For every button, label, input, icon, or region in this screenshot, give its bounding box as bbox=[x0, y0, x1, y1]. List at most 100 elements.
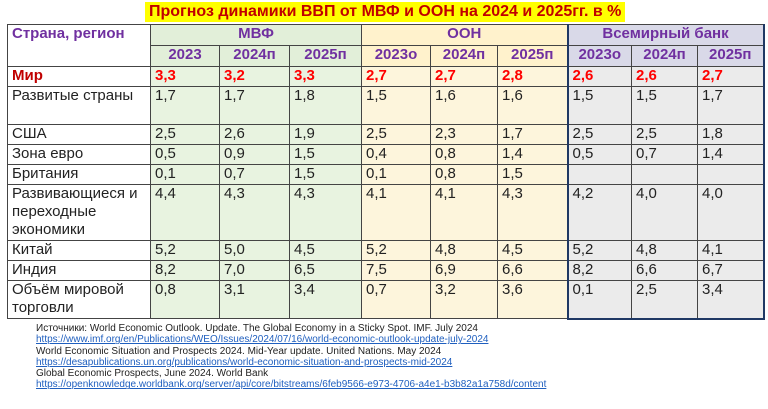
source-text: World Economic Situation and Prospects 2… bbox=[36, 345, 442, 357]
value-cell: 1,7 bbox=[219, 86, 290, 125]
value-cell: 4,8 bbox=[631, 240, 698, 261]
source-link[interactable]: https://openknowledge.worldbank.org/serv… bbox=[36, 379, 547, 391]
value-cell: 4,0 bbox=[631, 184, 698, 241]
value-cell: 4,3 bbox=[289, 184, 362, 241]
value-cell: 0,8 bbox=[430, 144, 498, 165]
value-cell: 6,6 bbox=[497, 260, 568, 281]
year-header: 2023о bbox=[566, 45, 632, 67]
value-cell: 8,2 bbox=[566, 260, 632, 281]
table-row: Индия 8,2 7,0 6,5 7,5 6,9 6,6 8,2 6,6 6,7 bbox=[7, 260, 765, 281]
table-row: США 2,5 2,6 1,9 2,5 2,3 1,7 2,5 2,5 1,8 bbox=[7, 124, 765, 145]
value-cell: 0,7 bbox=[219, 164, 290, 185]
value-cell: 3,2 bbox=[219, 66, 290, 87]
group-header-world-bank: Всемирный банк bbox=[566, 24, 765, 46]
value-cell: 7,0 bbox=[219, 260, 290, 281]
value-cell: 1,4 bbox=[497, 144, 568, 165]
table-row: Объём мировой торговли 0,8 3,1 3,4 0,7 3,2 3,6… bbox=[7, 280, 765, 320]
source-link[interactable]: https://desapublications.un.org/publicat… bbox=[36, 356, 453, 368]
year-header: 2024п bbox=[219, 45, 290, 67]
value-cell: 1,5 bbox=[289, 144, 362, 165]
value-cell: 1,5 bbox=[497, 164, 568, 185]
value-cell: 2,7 bbox=[430, 66, 498, 87]
table-row: Мир 3,3 3,2 3,3 2,7 2,7 2,8 2,6 2,6 2,7 bbox=[7, 66, 765, 87]
value-cell bbox=[566, 164, 632, 185]
value-cell: 3,3 bbox=[289, 66, 362, 87]
value-cell: 5,2 bbox=[566, 240, 632, 261]
value-cell: 4,5 bbox=[497, 240, 568, 261]
group-header-imf: МВФ bbox=[150, 24, 362, 46]
value-cell: 6,9 bbox=[430, 260, 498, 281]
value-cell: 1,6 bbox=[430, 86, 498, 125]
value-cell: 4,3 bbox=[219, 184, 290, 241]
row-label: Китай bbox=[7, 240, 151, 261]
value-cell: 3,3 bbox=[150, 66, 220, 87]
value-cell: 6,7 bbox=[697, 260, 765, 281]
value-cell: 0,1 bbox=[566, 280, 632, 320]
table-row: Британия 0,1 0,7 1,5 0,1 0,8 1,5 bbox=[7, 164, 765, 185]
source-text: Источники: World Economic Outlook. Updat… bbox=[36, 323, 478, 334]
value-cell: 3,6 bbox=[497, 280, 568, 319]
value-cell: 5,2 bbox=[150, 240, 220, 261]
value-cell: 4,4 bbox=[150, 184, 220, 241]
value-cell: 0,8 bbox=[150, 280, 220, 319]
value-cell: 4,1 bbox=[430, 184, 498, 241]
value-cell: 1,5 bbox=[361, 86, 431, 125]
year-header: 2023 bbox=[150, 45, 220, 67]
row-label: Зона евро bbox=[7, 144, 151, 165]
value-cell: 4,2 bbox=[566, 184, 632, 241]
row-label: Мир bbox=[7, 66, 151, 87]
value-cell: 4,1 bbox=[361, 184, 431, 241]
value-cell: 1,7 bbox=[150, 86, 220, 125]
value-cell: 2,6 bbox=[631, 66, 698, 87]
sources-notes: Источники: World Economic Outlook. Updat… bbox=[36, 323, 546, 391]
value-cell: 3,4 bbox=[697, 280, 765, 320]
value-cell: 1,8 bbox=[289, 86, 362, 125]
year-header: 2024п bbox=[430, 45, 498, 67]
value-cell: 1,5 bbox=[566, 86, 632, 125]
value-cell: 2,5 bbox=[361, 124, 431, 145]
value-cell: 1,5 bbox=[631, 86, 698, 125]
table-row: Развивающиеся и переходные экономики 4,4 4… bbox=[7, 184, 765, 241]
value-cell: 2,5 bbox=[631, 280, 698, 320]
group-header-un: ООН bbox=[361, 24, 568, 46]
row-label: Индия bbox=[7, 260, 151, 281]
row-label: США bbox=[7, 124, 151, 145]
value-cell: 1,7 bbox=[497, 124, 568, 145]
value-cell: 2,5 bbox=[631, 124, 698, 145]
value-cell: 4,1 bbox=[697, 240, 765, 261]
value-cell: 2,5 bbox=[150, 124, 220, 145]
value-cell: 1,5 bbox=[289, 164, 362, 185]
value-cell: 0,4 bbox=[361, 144, 431, 165]
value-cell: 2,7 bbox=[361, 66, 431, 87]
value-cell: 2,7 bbox=[697, 66, 765, 87]
value-cell: 4,3 bbox=[497, 184, 568, 241]
country-column-header: Страна, регион bbox=[7, 24, 151, 67]
table-row: Зона евро 0,5 0,9 1,5 0,4 0,8 1,4 0,5 0,7 1,4 bbox=[7, 144, 765, 165]
value-cell: 4,5 bbox=[289, 240, 362, 261]
value-cell: 8,2 bbox=[150, 260, 220, 281]
source-link[interactable]: https://www.imf.org/en/Publications/WEO/… bbox=[36, 334, 489, 346]
value-cell: 3,2 bbox=[430, 280, 498, 319]
value-cell: 0,7 bbox=[361, 280, 431, 319]
value-cell: 5,0 bbox=[219, 240, 290, 261]
value-cell: 1,8 bbox=[697, 124, 765, 145]
value-cell: 4,0 bbox=[697, 184, 765, 241]
source-text: Global Economic Prospects, June 2024. Wo… bbox=[36, 368, 269, 380]
year-header: 2025п bbox=[497, 45, 568, 67]
row-label: Развивающиеся и переходные экономики bbox=[7, 184, 151, 241]
page-title: Прогноз динамики ВВП от МВФ и ООН на 202… bbox=[145, 2, 626, 22]
table-row: Развитые страны 1,7 1,7 1,8 1,5 1,6 1,6 1,5 1,5 1… bbox=[7, 86, 765, 125]
value-cell: 1,6 bbox=[497, 86, 568, 125]
value-cell: 6,5 bbox=[289, 260, 362, 281]
value-cell: 0,1 bbox=[150, 164, 220, 185]
row-label: Развитые страны bbox=[7, 86, 151, 125]
value-cell: 3,4 bbox=[289, 280, 362, 319]
value-cell: 0,5 bbox=[150, 144, 220, 165]
year-header: 2025п bbox=[289, 45, 362, 67]
year-header: 2024п bbox=[631, 45, 698, 67]
value-cell: 0,7 bbox=[631, 144, 698, 165]
row-label: Британия bbox=[7, 164, 151, 185]
value-cell: 4,8 bbox=[430, 240, 498, 261]
value-cell: 1,9 bbox=[289, 124, 362, 145]
year-header: 2025п bbox=[697, 45, 765, 67]
